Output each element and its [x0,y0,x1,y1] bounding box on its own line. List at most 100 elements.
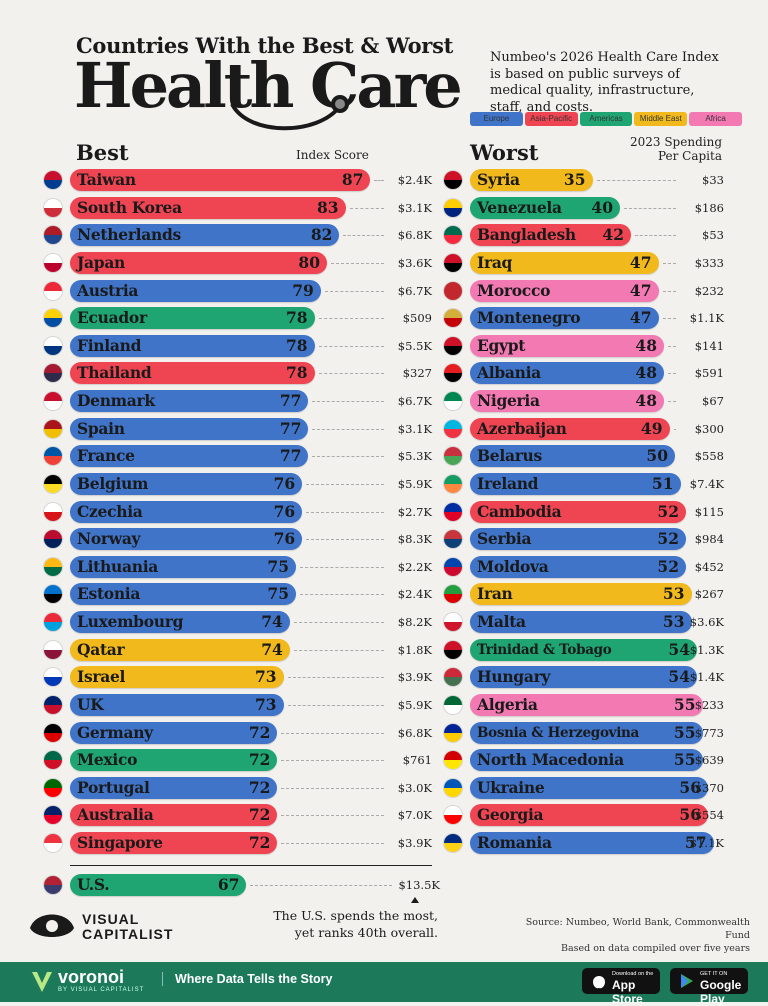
leader-line [624,208,676,209]
source-line-2: Based on data compiled over five years [561,943,750,954]
spending-label: $2.2K [397,560,432,574]
score-label: 83 [317,198,339,217]
country-label: France [77,446,135,465]
leader-line [312,401,384,402]
bar-chart: Taiwan 87 $2.4K South Korea 83 $3.1K Netherlan… [44,169,724,896]
flag-icon [44,613,62,631]
flag-icon [444,226,462,244]
bar: Estonia 75 [70,583,296,605]
voronoi-brand[interactable]: voronoi [58,967,124,987]
bar: Mexico 72 [70,749,278,771]
country-label: Iraq [477,253,513,272]
country-label: Australia [77,805,154,824]
country-label: Belgium [77,474,149,493]
leader-line [668,346,676,347]
country-label: Bosnia & Herzegovina [477,725,639,741]
flag-icon [444,282,462,300]
score-label: 77 [279,391,302,410]
leader-line [324,291,384,292]
score-label: 49 [640,419,663,438]
flag-icon [444,585,462,603]
flag-icon [44,751,62,769]
leader-line [349,208,384,209]
score-label: 67 [217,875,240,894]
score-label: 82 [310,225,333,244]
bar: Nigeria 48 [470,390,664,412]
flag-icon [44,420,62,438]
google-play-icon [681,974,693,988]
country-label: Trinidad & Tobago [477,642,612,658]
spending-label: $13.5K [398,878,440,892]
flag-icon [444,696,462,714]
title-line-1: Countries With the Best & Worst [76,33,453,58]
country-label: Georgia [477,805,544,824]
leader-line [318,346,384,347]
country-label: Portugal [77,778,150,797]
score-label: 56 [679,805,701,824]
bar: Portugal 72 [70,777,278,799]
country-label: Netherlands [77,225,181,244]
google-play-button[interactable]: GET IT ON Google Play [670,968,748,1006]
bar: U.S. 67 [70,874,247,896]
score-label: 48 [635,336,657,355]
flag-icon [444,806,462,824]
spending-label: $1.4K [689,670,724,684]
bar: Belarus 50 [470,445,675,467]
voronoi-brand-sub: BY VISUAL CAPITALIST [58,987,145,993]
best-heading: Best [76,140,129,165]
flag-icon [444,641,462,659]
region-legend: Europe Asia-Pacific Americas Middle East Afr… [470,112,742,126]
spending-label: $2.4K [397,587,432,601]
score-label: 52 [657,529,679,548]
flag-icon [44,226,62,244]
google-play-small: GET IT ON [700,971,728,977]
leader-line [300,594,384,595]
visual-capitalist-logo: VISUAL CAPITALIST [30,912,173,942]
score-label: 54 [668,640,690,659]
flag-icon [444,364,462,382]
apple-icon [593,976,605,989]
leader-line [293,650,384,651]
spending-label: $232 [694,284,724,298]
score-label: 79 [292,281,314,300]
bar: France 77 [70,445,309,467]
flag-icon [444,724,462,742]
spending-label: $7.4K [689,477,724,491]
flag-icon [44,558,62,576]
country-label: Nigeria [477,391,540,410]
flag-icon [444,779,462,797]
country-label: Syria [477,170,520,189]
bar: Germany 72 [70,722,278,744]
bar: North Macedonia 55 [470,749,703,771]
flag-icon [44,585,62,603]
leader-line [668,401,676,402]
spending-label: $267 [694,587,724,601]
bar: Denmark 77 [70,390,309,412]
bar: Austria 79 [70,280,321,302]
us-divider [70,865,432,866]
country-label: Belarus [477,446,542,465]
spending-label: $6.8K [397,726,432,740]
leader-line [300,567,384,568]
leader-line [662,291,676,292]
bar: Moldova 52 [470,556,686,578]
flag-icon [44,199,62,217]
spending-label: $1.3K [689,643,724,657]
spending-label: $233 [694,698,724,712]
flag-icon [444,475,462,493]
score-label: 76 [273,529,296,548]
country-label: U.S. [77,875,110,894]
score-label: 54 [668,667,690,686]
country-label: Luxembourg [77,612,184,631]
bar: Ireland 51 [470,473,681,495]
source-line-1: Source: Numbeo, World Bank, Commonwealth… [525,917,750,941]
country-label: Venezuela [477,198,562,217]
spending-label: $6.8K [397,228,432,242]
spending-label: $773 [694,726,724,740]
country-label: Israel [77,667,126,686]
spending-label-line-1: 2023 Spending [629,135,722,149]
spending-label: $452 [694,560,724,574]
score-label: 73 [255,695,277,714]
app-store-button[interactable]: Download on the App Store [582,968,660,1006]
leader-line [312,429,384,430]
